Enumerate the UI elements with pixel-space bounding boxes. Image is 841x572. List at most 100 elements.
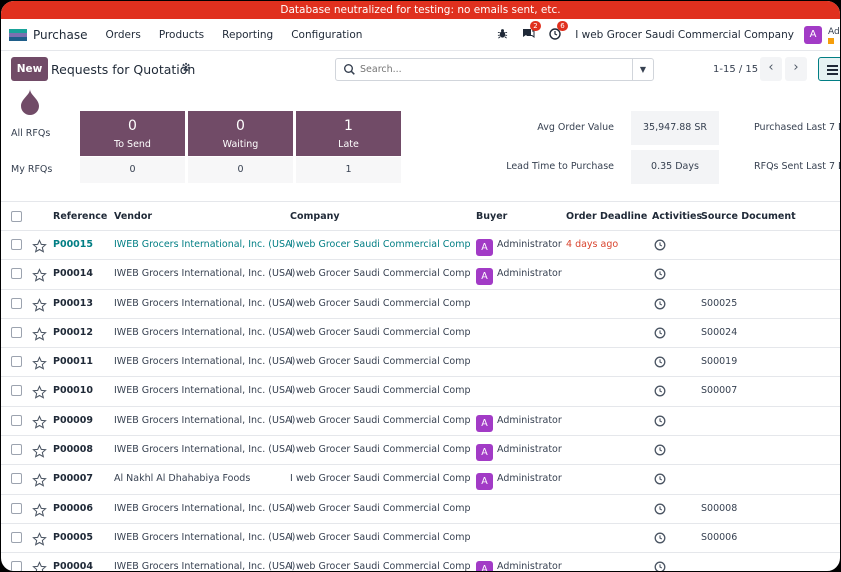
tile-late[interactable]: 1 Late xyxy=(296,111,401,156)
table-row[interactable]: P00007 Al Nakhl Al Dhahabiya Foods I web G… xyxy=(1,465,840,495)
gear-icon[interactable] xyxy=(181,62,191,75)
row-checkbox[interactable] xyxy=(11,297,22,309)
reference-cell: P00007 xyxy=(53,473,94,485)
activity-clock-icon[interactable] xyxy=(654,444,666,456)
search-options-toggle[interactable]: ▼ xyxy=(632,59,653,80)
row-checkbox[interactable] xyxy=(11,239,22,250)
vendor-cell[interactable]: IWEB Grocers International, Inc. (USA) xyxy=(114,239,296,250)
column-reference[interactable]: Reference xyxy=(53,211,108,222)
activity-clock-icon[interactable] xyxy=(654,415,666,427)
row-checkbox[interactable] xyxy=(11,268,22,280)
table-row[interactable]: P00013 IWEB Grocers International, Inc. (… xyxy=(1,290,840,319)
priority-star-icon[interactable] xyxy=(32,444,47,459)
column-source-document[interactable]: Source Document xyxy=(701,211,796,222)
row-checkbox[interactable] xyxy=(11,326,22,338)
table-row[interactable]: P00006 IWEB Grocers International, Inc. (… xyxy=(1,495,840,524)
activity-clock-icon[interactable] xyxy=(654,561,666,571)
activity-clock-icon[interactable] xyxy=(654,356,666,368)
priority-star-icon[interactable] xyxy=(32,502,47,518)
table-row[interactable]: P00010 IWEB Grocers International, Inc. (… xyxy=(1,377,840,407)
my-to-send-count[interactable]: 0 xyxy=(80,157,185,183)
tile-waiting[interactable]: 0 Waiting xyxy=(188,111,293,156)
bug-icon[interactable] xyxy=(497,28,508,42)
menu-orders[interactable]: Orders xyxy=(105,28,141,41)
table-row[interactable]: P00012 IWEB Grocers International, Inc. (… xyxy=(1,319,840,349)
activities-count-badge: 6 xyxy=(557,20,568,31)
pager-previous-button[interactable]: ‹ xyxy=(760,57,782,81)
table-row[interactable]: P00009 IWEB Grocers International, Inc. (… xyxy=(1,407,840,437)
priority-star-icon[interactable] xyxy=(32,561,47,571)
row-checkbox[interactable] xyxy=(11,473,22,485)
priority-star-icon[interactable] xyxy=(32,297,47,313)
company-cell[interactable]: I web Grocer Saudi Commercial Company xyxy=(290,239,470,250)
activity-clock-icon[interactable] xyxy=(654,298,666,310)
company-cell: I web Grocer Saudi Commercial Company xyxy=(290,326,470,338)
activity-clock-icon[interactable] xyxy=(654,503,666,515)
activities-clock-icon[interactable]: 6 xyxy=(549,20,568,43)
my-waiting-count[interactable]: 0 xyxy=(188,157,293,183)
row-checkbox[interactable] xyxy=(11,531,22,543)
company-switcher[interactable]: I web Grocer Saudi Commercial Company xyxy=(575,29,794,41)
row-checkbox[interactable] xyxy=(11,414,22,426)
user-menu[interactable]: Ad xyxy=(828,27,840,44)
column-vendor[interactable]: Vendor xyxy=(114,211,153,222)
company-cell: I web Grocer Saudi Commercial Company xyxy=(290,444,470,456)
menu-configuration[interactable]: Configuration xyxy=(291,28,363,41)
app-name[interactable]: Purchase xyxy=(33,27,88,42)
priority-star-icon[interactable] xyxy=(32,473,47,488)
user-avatar[interactable]: A xyxy=(804,26,822,44)
chevron-left-icon: ‹ xyxy=(768,60,774,75)
column-activities[interactable]: Activities xyxy=(652,211,703,222)
activity-clock-icon[interactable] xyxy=(654,239,666,251)
list-view-button[interactable] xyxy=(818,57,840,81)
priority-star-icon[interactable] xyxy=(32,239,47,254)
activity-clock-icon[interactable] xyxy=(654,327,666,339)
table-row[interactable]: P00014 IWEB Grocers International, Inc. (… xyxy=(1,260,840,290)
column-order-deadline[interactable]: Order Deadline xyxy=(566,211,648,222)
activity-clock-icon[interactable] xyxy=(654,385,666,397)
search-bar[interactable]: ▼ xyxy=(335,58,654,81)
rfqs-sent-last-7-days-label: RFQs Sent Last 7 Da xyxy=(754,161,840,172)
activity-clock-icon[interactable] xyxy=(654,532,666,544)
top-navbar: Purchase Orders Products Reporting Confi… xyxy=(1,19,840,51)
priority-star-icon[interactable] xyxy=(32,268,47,283)
messages-icon[interactable]: 2 xyxy=(522,21,541,42)
menu-products[interactable]: Products xyxy=(158,28,205,41)
priority-star-icon[interactable] xyxy=(32,356,47,371)
row-checkbox[interactable] xyxy=(11,444,22,456)
table-row[interactable]: P00011 IWEB Grocers International, Inc. (… xyxy=(1,348,840,378)
row-checkbox[interactable] xyxy=(11,385,22,397)
new-button[interactable]: New xyxy=(11,57,48,81)
priority-star-icon[interactable] xyxy=(32,532,47,547)
purchase-app-icon[interactable] xyxy=(9,28,27,41)
my-late-count[interactable]: 1 xyxy=(296,157,401,183)
table-row[interactable]: P00015 IWEB Grocers International, Inc. (… xyxy=(1,231,840,261)
reference-cell: P00005 xyxy=(53,531,94,543)
search-input[interactable] xyxy=(360,59,630,80)
tile-to-send[interactable]: 0 To Send xyxy=(80,111,185,156)
pager-value[interactable]: 1-15 / 15 xyxy=(713,64,759,75)
activity-clock-icon[interactable] xyxy=(654,473,666,485)
priority-star-icon[interactable] xyxy=(32,414,47,430)
row-checkbox[interactable] xyxy=(11,561,22,571)
priority-star-icon[interactable] xyxy=(32,385,47,400)
table-row[interactable]: P00005 IWEB Grocers International, Inc. (… xyxy=(1,524,840,554)
buyer-cell: Administrator xyxy=(497,561,562,572)
buyer-cell: Administrator xyxy=(497,444,562,456)
column-buyer[interactable]: Buyer xyxy=(476,211,508,222)
row-checkbox[interactable] xyxy=(11,356,22,368)
row-checkbox[interactable] xyxy=(11,502,22,514)
buyer-cell: Administrator xyxy=(497,268,562,280)
vendor-cell: IWEB Grocers International, Inc. (USA) xyxy=(114,385,296,397)
source-document-cell: S00007 xyxy=(701,385,738,397)
table-row[interactable]: P00008 IWEB Grocers International, Inc. (… xyxy=(1,436,840,466)
table-row[interactable]: P00004 IWEB Grocers International, Inc. (… xyxy=(1,553,840,572)
pager-next-button[interactable]: › xyxy=(785,57,807,81)
priority-star-icon[interactable] xyxy=(32,327,47,342)
activity-clock-icon[interactable] xyxy=(654,268,666,280)
column-company[interactable]: Company xyxy=(290,211,340,222)
reference-cell: P00014 xyxy=(53,268,94,280)
menu-reporting[interactable]: Reporting xyxy=(222,28,274,41)
reference-cell: P00006 xyxy=(53,502,94,514)
select-all-checkbox[interactable] xyxy=(11,211,22,222)
